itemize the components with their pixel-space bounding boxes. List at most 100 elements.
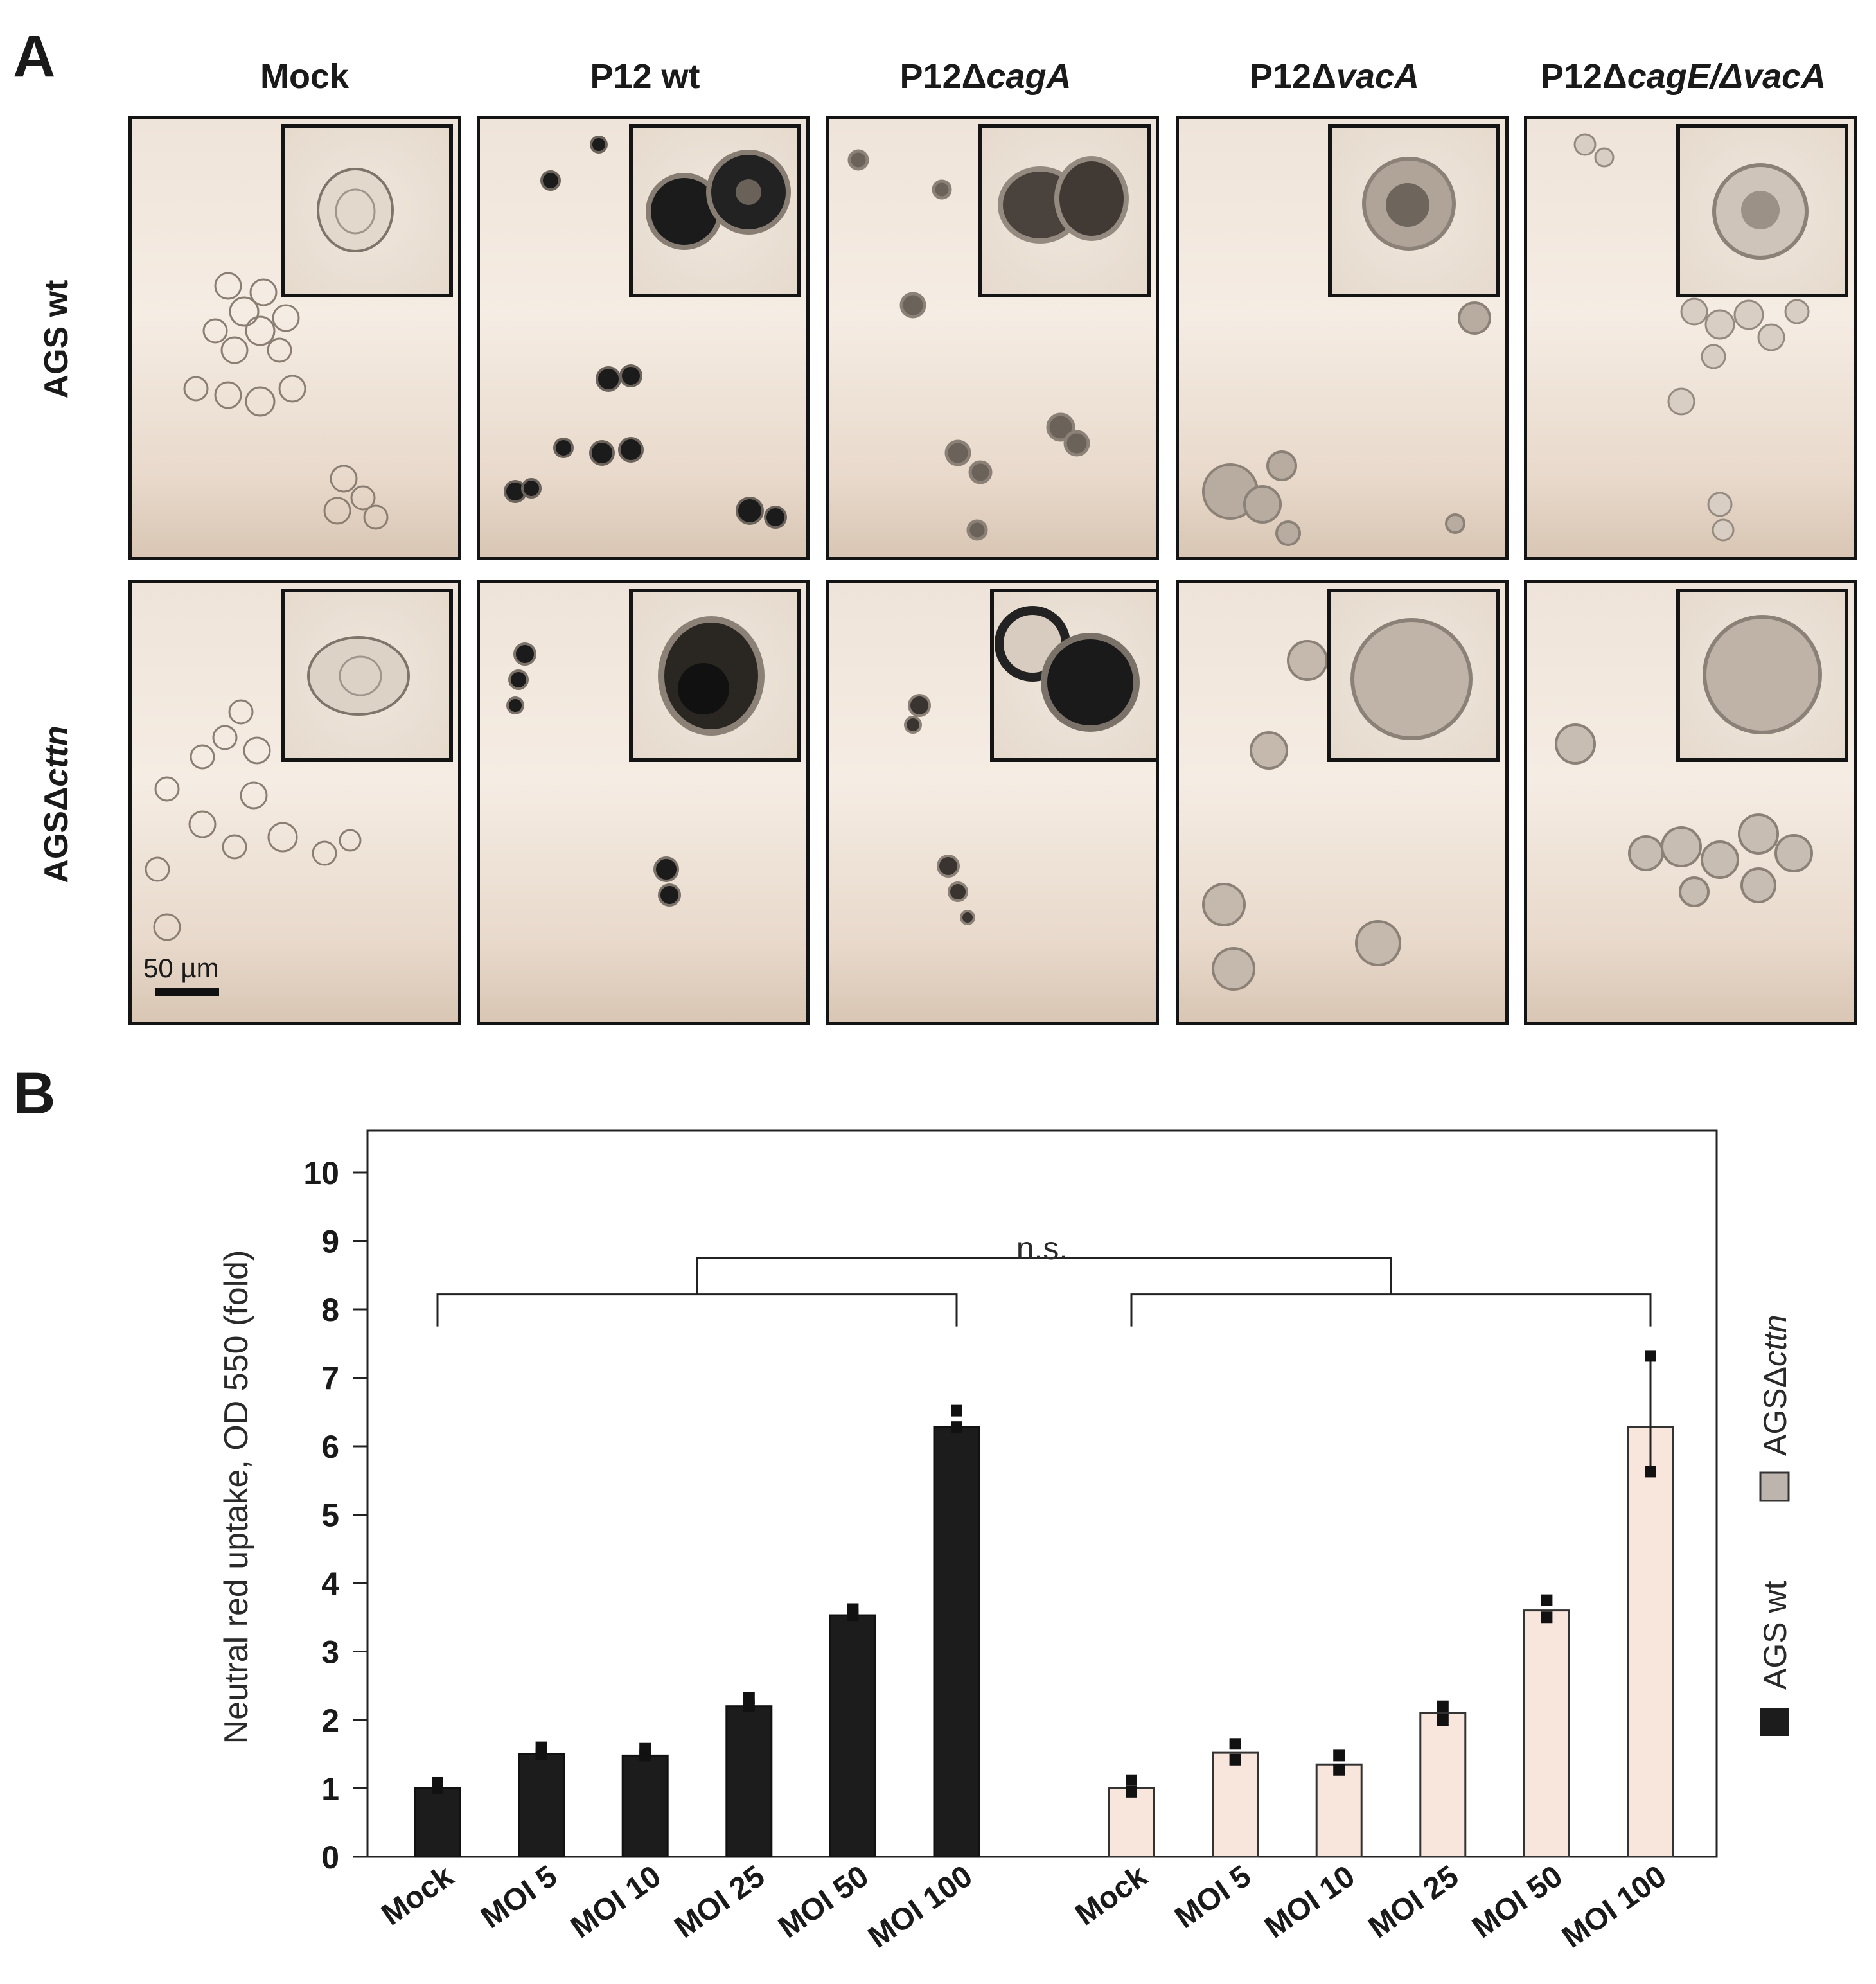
panel-a-letter: A xyxy=(13,24,56,89)
cell-cluster xyxy=(1573,133,1810,542)
micrograph-ags-cttn-p12-cagA xyxy=(826,580,1159,1025)
bars xyxy=(414,1350,1674,1858)
legend-label-ags-wt: AGS wt xyxy=(1757,1581,1793,1690)
plot-frame xyxy=(366,1129,1718,1858)
significance-annotation: n.s. xyxy=(1016,1230,1068,1266)
y-tick-label: 5 xyxy=(321,1498,339,1534)
inset-zoom xyxy=(629,124,801,297)
data-point xyxy=(535,1741,547,1753)
y-tick-label: 3 xyxy=(321,1634,339,1670)
column-header-p12-vacA: P12ΔvacA xyxy=(1250,57,1419,96)
y-tick-label: 8 xyxy=(321,1292,339,1328)
column-header-mock: Mock xyxy=(260,57,350,96)
micrograph-ags-cttn-mock: 50 µm xyxy=(128,580,461,1025)
panel-b-letter: B xyxy=(13,1061,56,1126)
inset-zoom xyxy=(1676,124,1848,297)
y-tick-label: 10 xyxy=(303,1155,339,1191)
inset-zoom xyxy=(978,124,1151,297)
x-tick-label: Mock xyxy=(1069,1859,1153,1932)
bracket-line xyxy=(696,1257,1392,1295)
y-tick-label: 9 xyxy=(321,1224,339,1260)
inset-zoom xyxy=(281,589,453,762)
inset-zoom xyxy=(629,589,801,762)
bar xyxy=(725,1705,773,1858)
column-header-p12-wt: P12 wt xyxy=(590,57,700,96)
cell-cluster xyxy=(183,272,389,530)
data-point xyxy=(432,1776,443,1789)
data-point xyxy=(639,1742,651,1755)
cell-cluster xyxy=(904,694,975,925)
y-tick-label: 1 xyxy=(321,1771,339,1807)
micrograph-ags-wt-p12-vacA xyxy=(1176,116,1509,560)
bar xyxy=(1419,1712,1467,1858)
x-tick-label: MOI 5 xyxy=(1169,1859,1257,1935)
inset-zoom xyxy=(1676,589,1848,762)
y-tick-label: 6 xyxy=(321,1429,339,1465)
legend-label-ags-cttn: AGSΔcttn xyxy=(1757,1315,1793,1456)
y-tick-label: 2 xyxy=(321,1703,339,1739)
column-header-p12-cagE-vacA: P12ΔcagE/ΔvacA xyxy=(1540,57,1827,96)
cell-cluster xyxy=(847,149,1090,541)
micrograph-ags-wt-p12-cagE-vacA xyxy=(1524,116,1857,560)
bar xyxy=(1212,1751,1259,1858)
data-point xyxy=(951,1421,962,1433)
inset-zoom xyxy=(990,589,1156,762)
x-tick-label: MOI 25 xyxy=(1363,1859,1465,1945)
scale-bar xyxy=(155,988,219,996)
cell-cluster xyxy=(506,642,681,907)
micrograph-ags-cttn-p12-vacA xyxy=(1176,580,1509,1025)
y-axis-label: Neutral red uptake, OD 550 (fold) xyxy=(218,1250,255,1744)
data-point xyxy=(1126,1785,1137,1798)
micrograph-ags-wt-mock xyxy=(128,116,461,560)
micrograph-ags-wt-p12-wt xyxy=(477,116,810,560)
micrograph-ags-wt-p12-cagA xyxy=(826,116,1159,560)
bar-chart: 0 1 2 3 4 5 6 7 8 9 10 Neutral red uptake, OD 550 … xyxy=(218,1129,1793,1955)
legend-swatch-ags-cttn xyxy=(1759,1471,1790,1502)
x-tick-label: Mock xyxy=(375,1859,459,1932)
x-tick-label: MOI 5 xyxy=(475,1859,563,1935)
micrograph-ags-cttn-p12-wt xyxy=(477,580,810,1025)
data-point xyxy=(1333,1764,1345,1776)
y-tick-label: 4 xyxy=(321,1566,339,1602)
bar xyxy=(414,1787,461,1858)
inset-zoom xyxy=(1327,589,1500,762)
data-point xyxy=(951,1404,962,1417)
cell-cluster xyxy=(1202,301,1491,546)
data-point xyxy=(1229,1738,1241,1750)
data-point xyxy=(1645,1466,1656,1478)
cell-cluster xyxy=(504,136,787,529)
cell-cluster xyxy=(145,699,362,941)
legend: AGS wt AGSΔcttn xyxy=(1757,1315,1793,1736)
data-point xyxy=(847,1603,859,1615)
data-point xyxy=(1541,1611,1553,1624)
cell-cluster xyxy=(1202,640,1401,991)
data-point xyxy=(1126,1774,1137,1786)
bar xyxy=(1627,1426,1674,1858)
x-tick-label: MOI 10 xyxy=(565,1859,667,1945)
y-axis: 0 1 2 3 4 5 6 7 8 9 10 xyxy=(303,1155,367,1875)
data-point xyxy=(1437,1714,1449,1726)
cell-cluster xyxy=(1555,723,1813,907)
legend-swatch-ags-wt xyxy=(1760,1708,1789,1736)
bar xyxy=(518,1753,565,1858)
x-tick-label: MOI 50 xyxy=(1466,1859,1568,1945)
x-tick-label: MOI 50 xyxy=(772,1859,874,1945)
data-point xyxy=(1333,1749,1345,1762)
data-point xyxy=(1437,1700,1449,1712)
data-point xyxy=(1541,1594,1553,1606)
column-header-p12-cagA: P12ΔcagA xyxy=(899,57,1072,96)
significance-brackets xyxy=(436,1257,1652,1327)
inset-zoom xyxy=(1328,124,1500,297)
data-point xyxy=(1229,1753,1241,1766)
bar xyxy=(829,1614,876,1858)
inset-zoom xyxy=(281,124,453,297)
x-tick-label: MOI 25 xyxy=(669,1859,771,1945)
micrograph-ags-cttn-p12-cagE-vacA xyxy=(1524,580,1857,1025)
x-tick-label: MOI 10 xyxy=(1259,1859,1361,1945)
bar xyxy=(1108,1787,1155,1858)
scale-bar-label: 50 µm xyxy=(143,953,219,983)
bar xyxy=(933,1426,980,1858)
x-tick-label: MOI 100 xyxy=(862,1859,978,1955)
bar xyxy=(1315,1763,1363,1858)
